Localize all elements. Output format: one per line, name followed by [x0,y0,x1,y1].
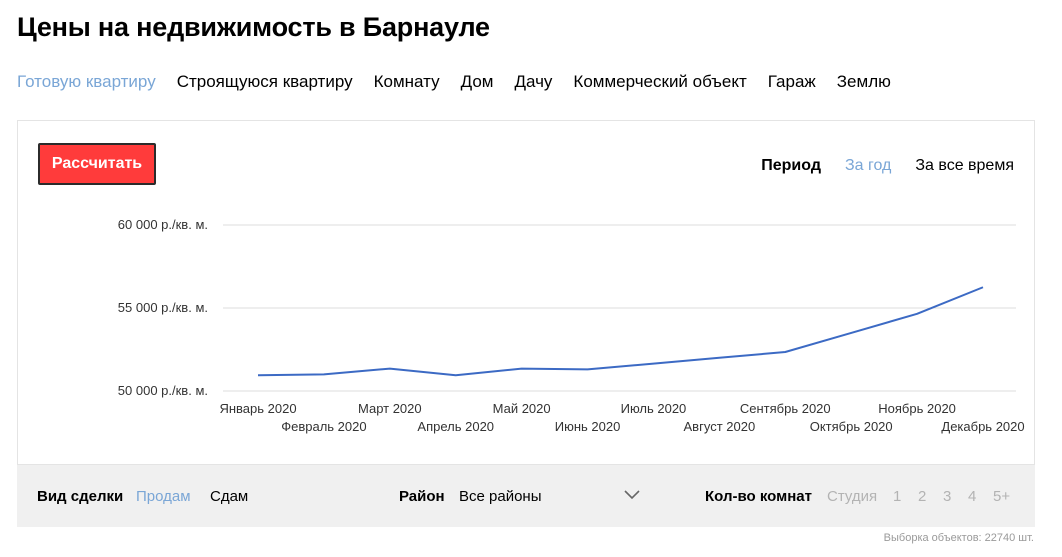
period-selector: Период За год За все время [761,157,1014,175]
data-point[interactable] [847,329,855,337]
period-option-all-time[interactable]: За все время [915,157,1014,174]
x-tick-label: Декабрь 2020 [941,419,1024,434]
calculate-button[interactable]: Рассчитать [38,143,156,185]
deal-option-sell[interactable]: Продам [136,488,191,505]
rooms-option-4[interactable]: 4 [968,488,977,505]
x-tick-label: Май 2020 [493,401,551,416]
x-tick-label: Сентябрь 2020 [740,401,831,416]
rooms-option-2[interactable]: 2 [918,488,927,505]
district-select[interactable]: Все районы [459,488,542,505]
deal-type-label: Вид сделки [37,488,124,505]
data-point[interactable] [386,365,394,373]
x-tick-label: Октябрь 2020 [810,419,893,434]
page-title: Цены на недвижимость в Барнауле [17,12,490,42]
sample-count: Выборка объектов: 22740 шт. [883,532,1034,544]
data-point[interactable] [979,283,987,291]
x-tick-label: Апрель 2020 [417,419,494,434]
tab-dacha[interactable]: Дачу [514,72,553,91]
rooms-option-1[interactable]: 1 [893,488,902,505]
data-point[interactable] [518,365,526,373]
deal-option-rent[interactable]: Сдам [210,488,249,505]
data-point[interactable] [320,370,328,378]
x-tick-label: Февраль 2020 [281,419,366,434]
tab-garage[interactable]: Гараж [767,72,816,91]
rooms-option-5plus[interactable]: 5+ [993,488,1011,505]
rooms-option-studio[interactable]: Студия [827,488,878,505]
data-point[interactable] [649,360,657,368]
property-type-tabs: Готовую квартиру Строящуюся квартиру Ком… [17,72,891,92]
x-tick-label: Август 2020 [684,419,756,434]
price-line-chart: 50 000 р./кв. м. 55 000 р./кв. м. 60 000 р… [118,217,1025,434]
data-point[interactable] [781,348,789,356]
rooms-option-3[interactable]: 3 [943,488,952,505]
period-option-year[interactable]: За год [844,157,892,174]
x-tick-label: Март 2020 [358,401,422,416]
data-point[interactable] [913,310,921,318]
price-chart-card: Рассчитать Период За год За все время 50… [17,120,1035,465]
tab-house[interactable]: Дом [460,72,494,91]
data-point[interactable] [254,371,262,379]
tab-commercial[interactable]: Коммерческий объект [573,72,747,91]
data-point[interactable] [715,354,723,362]
period-label: Период [761,157,821,174]
x-tick-label: Январь 2020 [219,401,296,416]
price-series-line [257,286,984,377]
data-point[interactable] [452,371,460,379]
x-tick-label: Июль 2020 [621,401,687,416]
y-tick-label: 50 000 р./кв. м. [118,383,208,398]
tab-new-apartment[interactable]: Строящуюся квартиру [176,72,353,91]
x-tick-label: Июнь 2020 [555,419,621,434]
tab-room[interactable]: Комнату [373,72,440,91]
x-tick-label: Ноябрь 2020 [878,401,956,416]
tab-land[interactable]: Землю [836,72,891,91]
y-tick-label: 60 000 р./кв. м. [118,217,208,232]
data-point[interactable] [584,365,592,373]
district-label: Район [399,488,445,505]
y-tick-label: 55 000 р./кв. м. [118,300,208,315]
tab-ready-apartment[interactable]: Готовую квартиру [17,72,156,91]
chevron-down-icon[interactable] [624,490,640,500]
filter-bar: Вид сделки Продам Сдам Район Все районы … [17,465,1035,527]
rooms-label: Кол-во комнат [705,488,812,505]
